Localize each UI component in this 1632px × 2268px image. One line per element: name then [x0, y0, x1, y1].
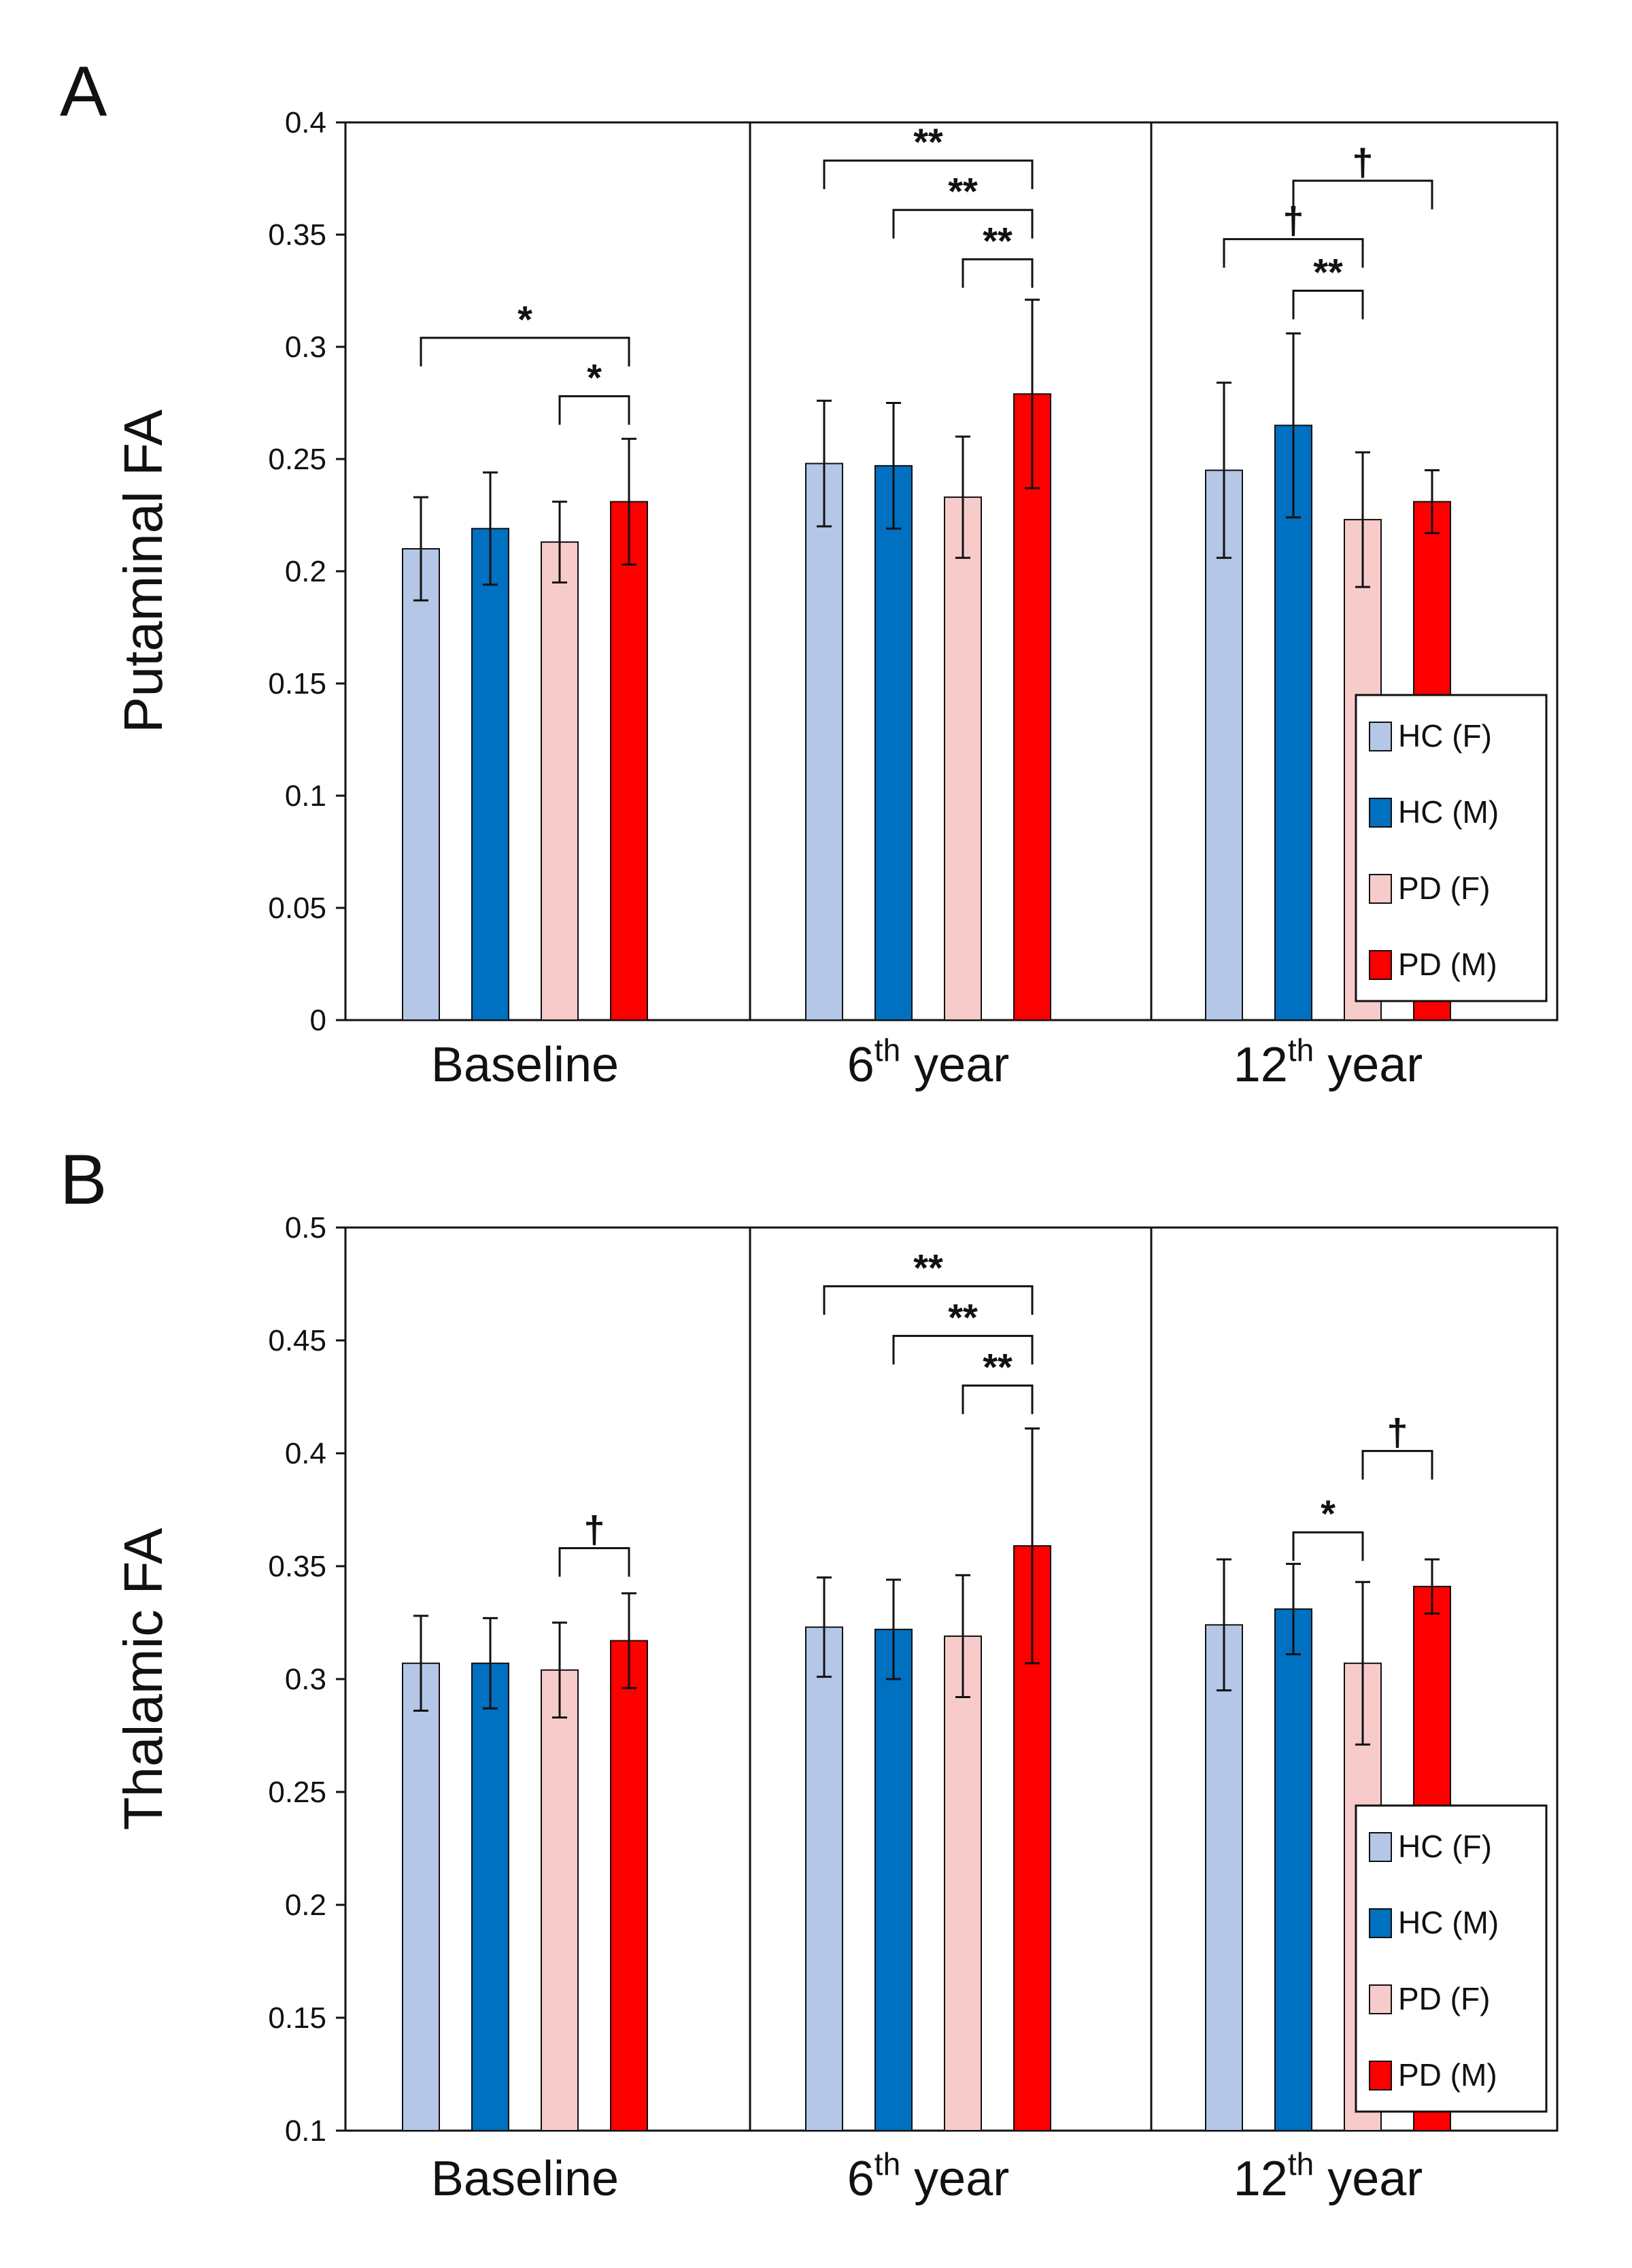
- significance-bracket: [1223, 238, 1364, 268]
- legend-label: PD (M): [1398, 2057, 1497, 2093]
- legend-swatch: [1369, 2061, 1392, 2091]
- bar: [471, 1662, 509, 2131]
- legend-label: HC (F): [1398, 718, 1492, 754]
- significance-label: **: [948, 1296, 978, 1338]
- significance-label: †: [583, 1508, 605, 1551]
- panel-letter: A: [60, 52, 107, 131]
- legend-swatch: [1369, 874, 1392, 904]
- bar: [1274, 1608, 1312, 2132]
- legend-label: HC (M): [1398, 794, 1499, 830]
- significance-bracket: [558, 395, 630, 425]
- y-tick-label: 0.4: [285, 1437, 326, 1470]
- significance-label: **: [1313, 251, 1343, 294]
- legend-swatch: [1369, 1908, 1392, 1938]
- bar: [541, 541, 579, 1021]
- bar: [1205, 1624, 1243, 2132]
- bar: [874, 464, 913, 1021]
- significance-bracket: [823, 159, 1034, 190]
- category-label: 12th year: [1234, 1032, 1423, 1092]
- bar: [610, 1640, 648, 2132]
- panel-b: B Thalamic FA 0.1 0.15 0.2 0.25 0.3 0.35 0.4 0.45…: [60, 1140, 1559, 2206]
- y-tick-label: 0.15: [268, 667, 326, 700]
- significance-bracket: [892, 209, 1034, 239]
- significance-label: **: [983, 1345, 1013, 1388]
- significance-bracket: [1292, 1531, 1364, 1561]
- y-tick-label: 0.45: [268, 1324, 326, 1357]
- significance-bracket: [962, 258, 1034, 288]
- bar: [610, 501, 648, 1021]
- bar: [471, 528, 509, 1021]
- significance-label: **: [913, 120, 943, 163]
- category-label: 6th year: [847, 2146, 1010, 2206]
- significance-bracket: [823, 1285, 1034, 1315]
- bar: [944, 1635, 982, 2131]
- legend-swatch: [1369, 950, 1392, 980]
- significance-bracket: [962, 1384, 1034, 1415]
- bar: [541, 1669, 579, 2131]
- significance-label: *: [1321, 1492, 1336, 1535]
- legend-label: HC (F): [1398, 1829, 1492, 1864]
- y-tick-label: 0.1: [285, 779, 326, 813]
- legend-label: PD (F): [1398, 870, 1490, 906]
- significance-bracket: [420, 337, 630, 367]
- category-label: 12th year: [1234, 2146, 1423, 2206]
- category-label: 6th year: [847, 1032, 1010, 1092]
- y-tick-label: 0.25: [268, 443, 326, 476]
- bar: [1274, 424, 1312, 1021]
- legend-label: HC (M): [1398, 1905, 1499, 1940]
- significance-label: **: [983, 219, 1013, 262]
- significance-bracket: [1292, 290, 1364, 320]
- y-axis-title: Thalamic FA: [113, 1527, 173, 1830]
- panel-a: A Putaminal FA 0 0.05 0.1 0.15 0.2 0.25 0.3 0.35 0…: [60, 52, 1559, 1092]
- y-tick-label: 0.15: [268, 2001, 326, 2035]
- significance-label: †: [1387, 1411, 1408, 1454]
- y-tick-label: 0.2: [285, 1889, 326, 1922]
- bar: [805, 462, 843, 1021]
- y-tick-label: 0.35: [268, 218, 326, 252]
- bar: [805, 1626, 843, 2131]
- significance-label: *: [517, 298, 532, 341]
- bar: [1013, 393, 1051, 1021]
- y-axis-title: Putaminal FA: [113, 409, 173, 732]
- y-tick-label: 0.3: [285, 1663, 326, 1696]
- y-tick-label: 0.2: [285, 555, 326, 588]
- significance-label: *: [587, 356, 602, 399]
- y-tick-label: 0.5: [285, 1211, 326, 1245]
- panel-letter: B: [60, 1140, 107, 1219]
- y-tick-label: 0.4: [285, 106, 326, 139]
- y-tick-label: 0: [310, 1004, 326, 1037]
- bar: [874, 1628, 913, 2131]
- category-label: Baseline: [431, 1038, 619, 1092]
- legend-swatch: [1369, 722, 1392, 751]
- y-tick-label: 0.35: [268, 1550, 326, 1583]
- y-tick-label: 0.05: [268, 892, 326, 925]
- y-tick-label: 0.1: [285, 2114, 326, 2148]
- significance-label: **: [948, 170, 978, 213]
- significance-bracket: [1292, 180, 1433, 209]
- legend-swatch: [1369, 798, 1392, 828]
- legend-label: PD (M): [1398, 947, 1497, 982]
- legend-swatch: [1369, 1984, 1392, 2014]
- y-tick-label: 0.3: [285, 331, 326, 364]
- bar: [402, 548, 440, 1021]
- category-label: Baseline: [431, 2152, 619, 2206]
- significance-bracket: [892, 1334, 1034, 1365]
- significance-bracket: [1361, 1450, 1433, 1480]
- significance-label: †: [1352, 141, 1373, 184]
- legend-label: PD (F): [1398, 1981, 1490, 2016]
- bar: [402, 1662, 440, 2131]
- bar: [944, 496, 982, 1021]
- y-tick-label: 0.25: [268, 1776, 326, 1809]
- significance-label: **: [913, 1246, 943, 1289]
- bar: [1205, 469, 1243, 1021]
- significance-bracket: [558, 1546, 630, 1577]
- legend-swatch: [1369, 1832, 1392, 1862]
